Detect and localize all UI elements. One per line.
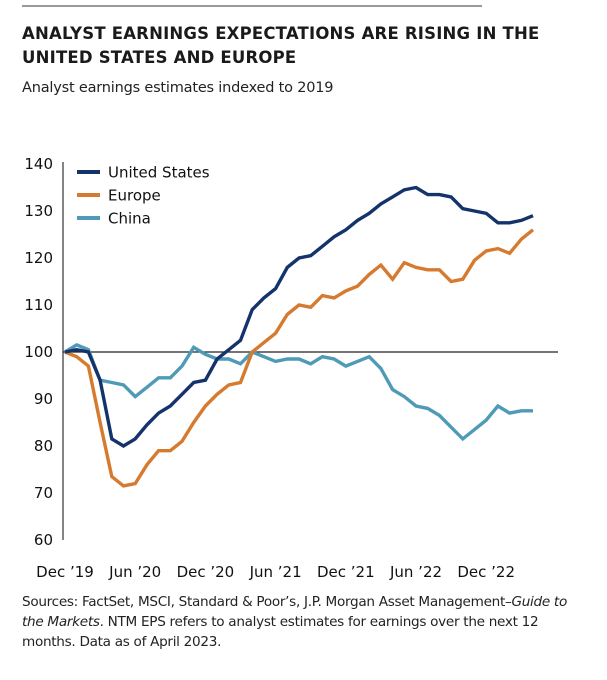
source-note-part1: Sources: FactSet, MSCI, Standard & Poor’… xyxy=(22,594,512,610)
x-axis-ticks: Dec ’19 Jun ’20 Dec ’20 Jun ’21 Dec ’21 Jun ’… xyxy=(36,563,515,581)
source-note-part2: . NTM EPS refers to analyst estimates fo… xyxy=(22,614,539,650)
y-tick-label: 120 xyxy=(24,249,53,267)
x-tick-label: Jun ’21 xyxy=(249,563,302,581)
y-tick-label: 140 xyxy=(24,155,53,173)
series-line-china xyxy=(64,343,533,442)
y-tick-label: 90 xyxy=(34,390,53,408)
y-tick-label: 130 xyxy=(24,202,53,220)
y-tick-label: 70 xyxy=(34,484,53,502)
chart-subtitle: Analyst earnings estimates indexed to 20… xyxy=(22,80,334,96)
source-note-italic: Guide to the Markets xyxy=(22,594,567,630)
series-lines xyxy=(64,185,535,488)
series-line-europe xyxy=(64,228,535,488)
legend-label: United States xyxy=(108,164,210,182)
x-tick-label: Dec ’21 xyxy=(317,563,375,581)
series-line-united-states xyxy=(64,185,534,448)
x-tick-label: Jun ’20 xyxy=(108,563,161,581)
top-rule xyxy=(22,5,482,7)
source-note: Sources: FactSet, MSCI, Standard & Poor’… xyxy=(22,592,592,652)
chart-title: ANALYST EARNINGS EXPECTATIONS ARE RISING… xyxy=(22,24,540,67)
legend-label: Europe xyxy=(108,187,161,205)
x-tick-label: Dec ’19 xyxy=(36,563,94,581)
x-tick-label: Dec ’22 xyxy=(457,563,515,581)
y-tick-label: 110 xyxy=(24,296,53,314)
y-tick-label: 80 xyxy=(34,437,53,455)
x-tick-label: Dec ’20 xyxy=(177,563,235,581)
y-tick-label: 100 xyxy=(24,343,53,361)
y-axis-ticks: 60 70 80 90 100 110 120 130 140 xyxy=(24,155,53,549)
y-tick-label: 60 xyxy=(34,531,53,549)
legend-label: China xyxy=(108,210,151,228)
legend: United States Europe China xyxy=(77,164,210,228)
x-tick-label: Jun ’22 xyxy=(389,563,442,581)
